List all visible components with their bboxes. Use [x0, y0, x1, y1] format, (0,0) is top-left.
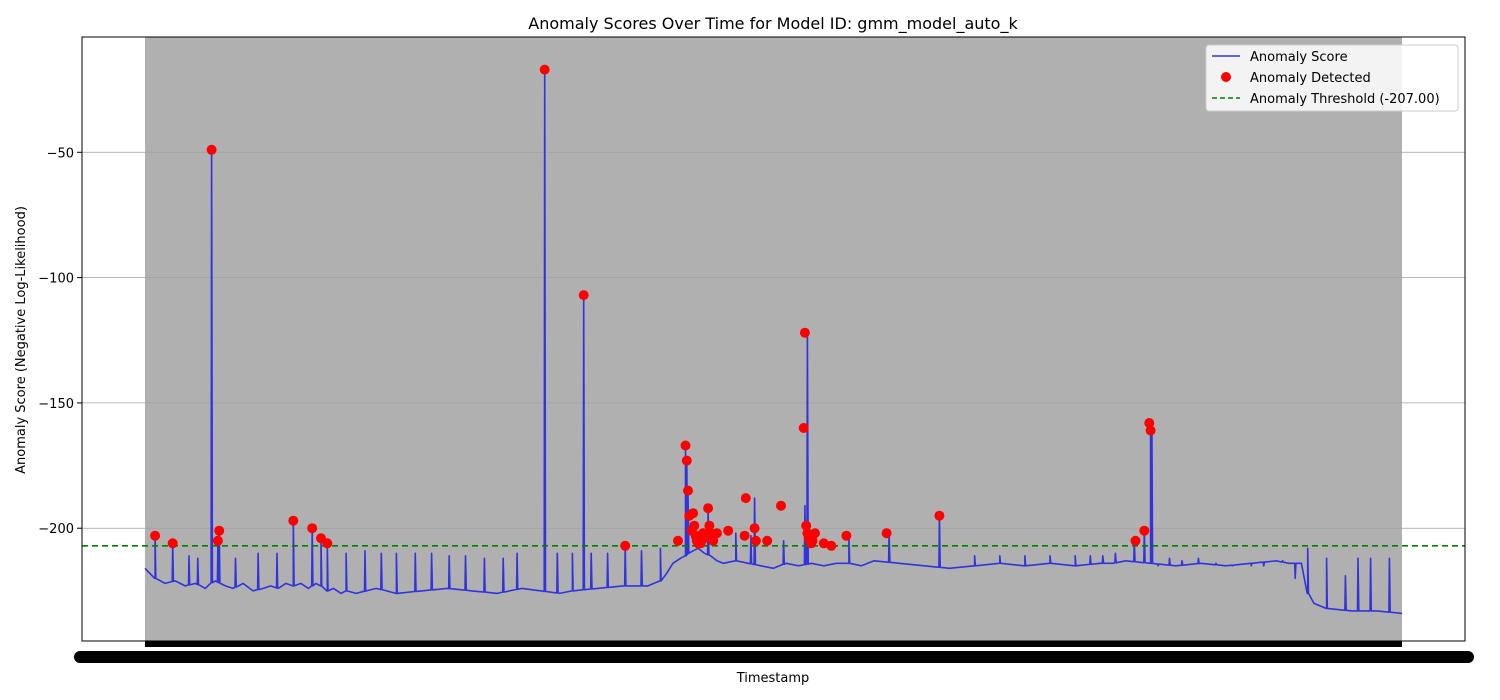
anomaly-point — [288, 515, 299, 526]
shaded-region — [145, 37, 1402, 647]
x-tick-marks — [145, 641, 1402, 647]
y-tick-label: −150 — [38, 397, 74, 412]
anomaly-point — [762, 535, 773, 546]
legend-marker-swatch — [1221, 72, 1231, 82]
anomaly-point — [740, 493, 751, 504]
anomaly-point — [206, 144, 217, 155]
legend-label-anomaly: Anomaly Detected — [1250, 71, 1371, 86]
anomaly-point — [1130, 535, 1141, 546]
anomaly-point — [307, 523, 318, 534]
anomaly-point — [739, 530, 750, 541]
anomaly-point — [801, 520, 812, 531]
anomaly-points — [150, 64, 1156, 551]
anomaly-point — [167, 538, 178, 549]
anomaly-point — [799, 327, 810, 338]
anomaly-point — [681, 455, 692, 466]
anomaly-point — [322, 538, 333, 549]
anomaly-point — [703, 503, 714, 514]
y-ticks: −50 −100 −150 −200 — [38, 146, 82, 537]
shaded-band — [145, 37, 1402, 647]
anomaly-point — [750, 535, 761, 546]
anomaly-score-series — [144, 68, 1403, 615]
anomaly-point — [810, 528, 820, 539]
y-tick-label: −200 — [38, 522, 74, 537]
x-axis-label: Timestamp — [736, 671, 810, 686]
anomaly-point — [673, 535, 683, 546]
x-tick-labels-overlapping — [74, 651, 1474, 663]
anomaly-point — [214, 525, 225, 536]
plot-frame — [81, 36, 1466, 642]
chart-title: Anomaly Scores Over Time for Model ID: g… — [528, 14, 1018, 34]
anomaly-point — [1139, 525, 1150, 536]
anomaly-point — [688, 508, 699, 519]
anomaly-point — [711, 528, 722, 539]
anomaly-point — [841, 530, 852, 541]
legend-label-threshold: Anomaly Threshold (-207.00) — [1250, 92, 1440, 107]
anomaly-point — [798, 423, 809, 433]
anomaly-point — [776, 500, 786, 511]
anomaly-point — [539, 64, 550, 75]
legend: Anomaly Score Anomaly Detected Anomaly T… — [1205, 44, 1459, 112]
anomaly-point — [934, 510, 945, 521]
anomaly-point — [689, 520, 700, 531]
y-axis-label: Anomaly Score (Negative Log-Likelihood) — [14, 206, 29, 474]
anomaly-point — [683, 485, 693, 496]
y-tick-label: −50 — [47, 146, 74, 161]
anomaly-point — [1144, 418, 1155, 428]
anomaly-point — [704, 520, 715, 531]
y-tick-label: −100 — [38, 272, 74, 287]
legend-box — [1205, 44, 1459, 112]
anomaly-score-line — [144, 68, 1403, 615]
x-ticks — [74, 641, 1474, 663]
anomaly-point — [723, 525, 734, 536]
anomaly-point — [680, 440, 691, 451]
anomaly-point — [620, 540, 631, 551]
anomaly-point — [826, 540, 837, 551]
anomaly-point — [1145, 425, 1156, 436]
anomaly-point — [212, 535, 223, 546]
anomaly-point — [749, 523, 760, 534]
anomaly-point — [807, 535, 818, 546]
anomaly-point — [150, 530, 161, 541]
anomaly-point — [578, 290, 589, 301]
anomaly-point — [881, 528, 892, 539]
legend-label-score: Anomaly Score — [1250, 50, 1348, 65]
anomaly-point — [708, 535, 719, 546]
